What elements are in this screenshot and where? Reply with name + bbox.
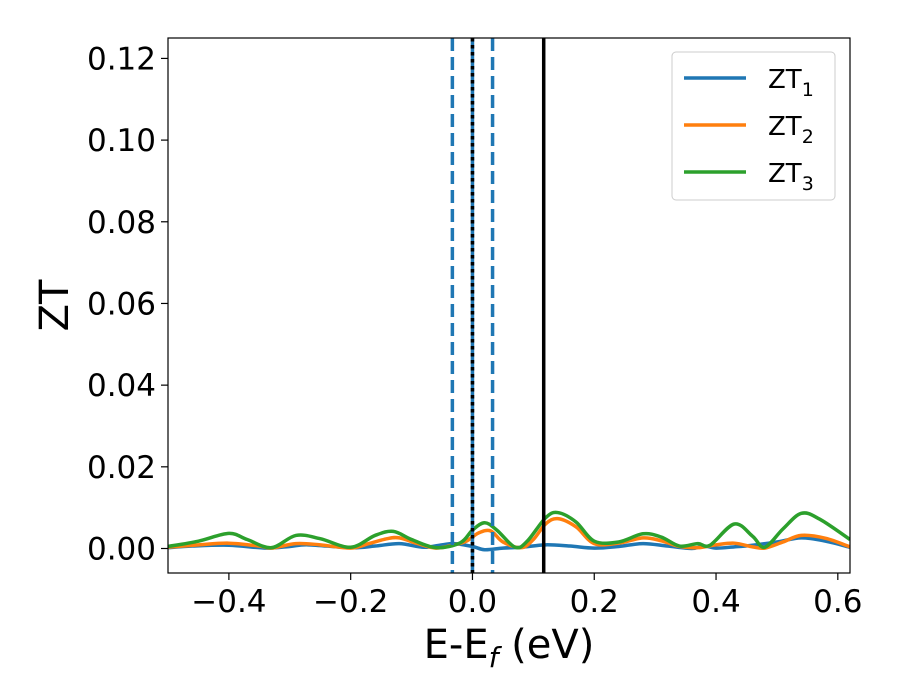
x-axis-label-main: E-E — [424, 622, 489, 668]
axis-ticks-layer: −0.4 −0.2 0.0 0.2 0.4 0.6 0.00 0.02 0.04 0.06 0.08… — [87, 41, 863, 620]
legend: ZT1 ZT2 ZT3 — [671, 51, 836, 201]
data-lines-layer — [168, 510, 850, 552]
x-axis-label: E-Ef (eV) — [424, 622, 595, 674]
plot-frame — [167, 37, 851, 574]
legend-label-zt1: ZT1 — [768, 65, 814, 101]
y-tick-label: 0.10 — [87, 123, 156, 159]
legend-label-zt2: ZT2 — [768, 112, 814, 148]
x-tick-label: 0.4 — [691, 584, 740, 620]
y-tick-label: 0.12 — [87, 41, 156, 77]
series-line-zt3 — [168, 510, 850, 550]
legend-box — [671, 51, 836, 201]
y-tick-label: 0.00 — [87, 531, 156, 567]
x-tick-label: 0.0 — [448, 584, 497, 620]
x-axis-label-unit: (eV) — [498, 622, 594, 668]
legend-label-zt3: ZT3 — [768, 159, 814, 195]
x-tick-label: −0.4 — [191, 584, 266, 620]
x-tick-label: 0.2 — [570, 584, 619, 620]
x-tick-label: 0.6 — [813, 584, 862, 620]
y-tick-label: 0.08 — [87, 205, 156, 241]
y-tick-label: 0.04 — [87, 368, 156, 404]
y-tick-label: 0.02 — [87, 450, 156, 486]
y-axis-label: ZT — [32, 279, 78, 331]
y-tick-label: 0.06 — [87, 286, 156, 322]
reference-lines-layer — [450, 38, 546, 573]
x-tick-label: −0.2 — [313, 584, 388, 620]
